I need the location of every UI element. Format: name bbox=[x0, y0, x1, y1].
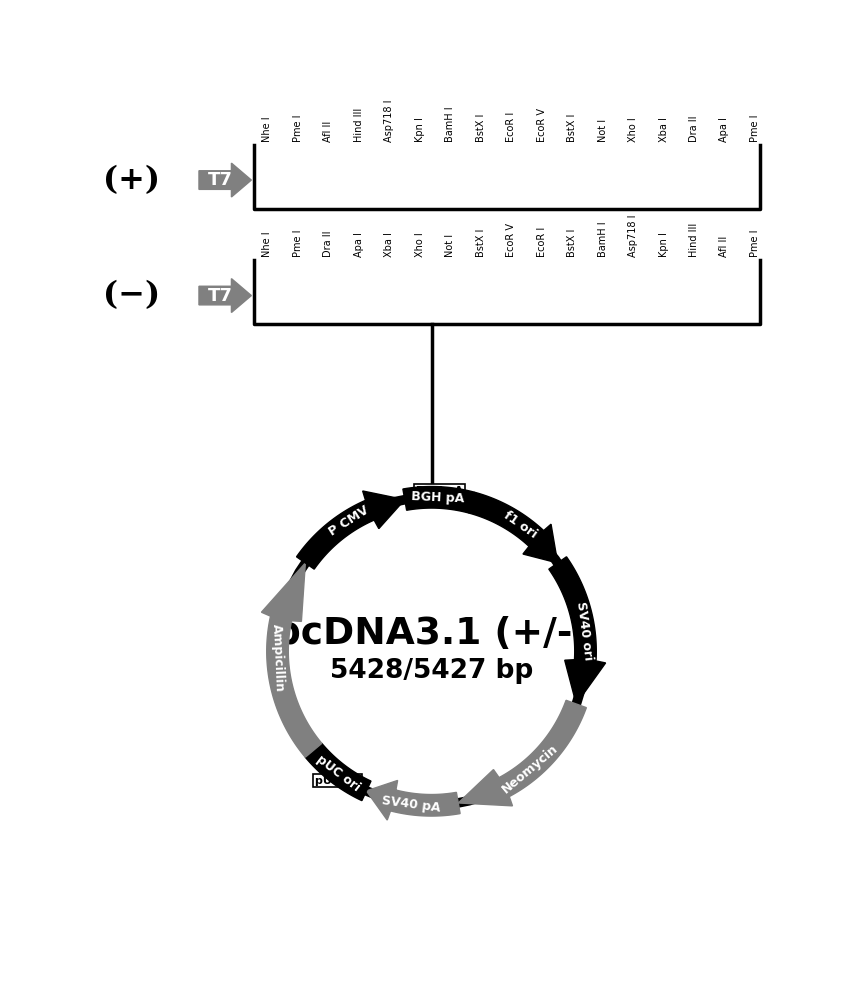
Text: Xho I: Xho I bbox=[628, 117, 638, 142]
Text: Afl II: Afl II bbox=[323, 120, 334, 142]
Text: BstX I: BstX I bbox=[567, 229, 577, 257]
Polygon shape bbox=[366, 780, 460, 820]
Text: Xba I: Xba I bbox=[384, 232, 395, 257]
Text: Apa I: Apa I bbox=[353, 232, 364, 257]
Polygon shape bbox=[297, 491, 405, 569]
Text: f1 ori: f1 ori bbox=[501, 509, 539, 541]
Polygon shape bbox=[402, 487, 474, 513]
Text: Kpn I: Kpn I bbox=[659, 232, 668, 257]
Polygon shape bbox=[458, 700, 587, 806]
FancyArrow shape bbox=[199, 163, 251, 197]
Text: Nhe I: Nhe I bbox=[262, 116, 273, 142]
Polygon shape bbox=[305, 743, 371, 801]
Text: T7: T7 bbox=[208, 171, 233, 189]
Text: Apa I: Apa I bbox=[720, 117, 729, 142]
Text: EcoR V: EcoR V bbox=[537, 108, 547, 142]
Text: Not I: Not I bbox=[598, 118, 608, 142]
Polygon shape bbox=[549, 557, 605, 704]
Text: Xho I: Xho I bbox=[415, 232, 425, 257]
Text: pUC ori: pUC ori bbox=[314, 753, 362, 794]
Text: Dra II: Dra II bbox=[689, 115, 699, 142]
Text: Hind III: Hind III bbox=[353, 107, 364, 142]
Text: pcDNA3.1 (+/-): pcDNA3.1 (+/-) bbox=[273, 616, 589, 652]
Text: BGH pA: BGH pA bbox=[416, 486, 464, 496]
Text: P CMV: P CMV bbox=[327, 504, 371, 539]
FancyArrow shape bbox=[199, 279, 251, 312]
Text: Hind III: Hind III bbox=[689, 223, 699, 257]
Text: 5428/5427 bp: 5428/5427 bp bbox=[330, 658, 533, 684]
Text: BamH I: BamH I bbox=[598, 221, 608, 257]
Text: Asp718 I: Asp718 I bbox=[384, 99, 395, 142]
Text: BstX I: BstX I bbox=[476, 229, 486, 257]
Text: BGH pA: BGH pA bbox=[411, 490, 465, 505]
Polygon shape bbox=[261, 563, 322, 757]
Text: EcoR I: EcoR I bbox=[537, 227, 547, 257]
Text: Pme I: Pme I bbox=[293, 114, 303, 142]
Polygon shape bbox=[469, 492, 557, 563]
Text: Dra II: Dra II bbox=[323, 231, 334, 257]
Text: BstX I: BstX I bbox=[567, 113, 577, 142]
Text: Kpn I: Kpn I bbox=[415, 117, 425, 142]
Text: (−): (−) bbox=[102, 280, 160, 311]
Text: Neomycin: Neomycin bbox=[500, 742, 561, 796]
Text: SV40 pA: SV40 pA bbox=[381, 794, 441, 814]
Text: T7: T7 bbox=[208, 287, 233, 305]
Text: BstX I: BstX I bbox=[476, 113, 486, 142]
Text: EcoR I: EcoR I bbox=[507, 111, 516, 142]
Text: Pme I: Pme I bbox=[750, 114, 760, 142]
Text: Nhe I: Nhe I bbox=[262, 231, 273, 257]
Text: Xba I: Xba I bbox=[659, 117, 668, 142]
Text: BamH I: BamH I bbox=[445, 106, 455, 142]
Text: Afl II: Afl II bbox=[720, 236, 729, 257]
Text: SV40 ori: SV40 ori bbox=[574, 601, 594, 661]
Text: Pme I: Pme I bbox=[750, 230, 760, 257]
Text: pUC ori: pUC ori bbox=[315, 776, 361, 786]
Text: EcoR V: EcoR V bbox=[507, 223, 516, 257]
Text: Asp718 I: Asp718 I bbox=[628, 215, 638, 257]
Text: (+): (+) bbox=[102, 165, 160, 196]
Text: Not I: Not I bbox=[445, 234, 455, 257]
Text: Ampicillin: Ampicillin bbox=[270, 624, 286, 692]
Text: Pme I: Pme I bbox=[293, 230, 303, 257]
